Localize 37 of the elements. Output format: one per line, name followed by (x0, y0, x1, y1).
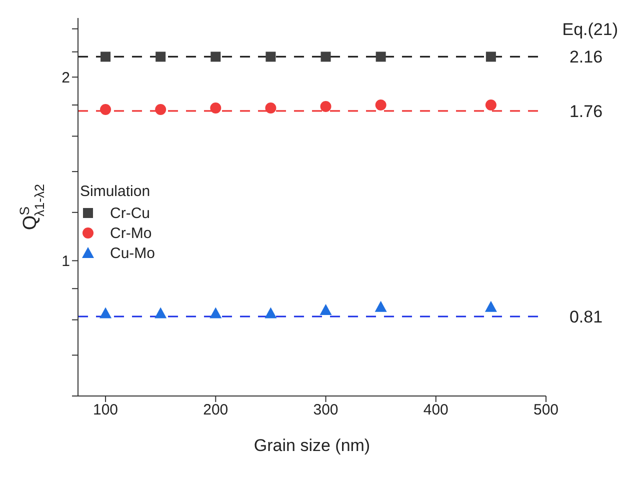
point (376, 52, 386, 62)
point (100, 307, 112, 318)
x-tick-label: 400 (423, 402, 448, 419)
ref-line-label: 0.81 (569, 308, 603, 327)
point (264, 307, 277, 318)
point (320, 52, 331, 62)
y-tick-label: 1 (62, 253, 70, 270)
legend-label: Cr-Cu (110, 204, 150, 222)
y-tick-label: 2 (62, 69, 70, 86)
point (156, 52, 166, 62)
ref-line-label: 2.16 (569, 48, 603, 67)
point (484, 300, 497, 312)
point (210, 52, 221, 62)
point (100, 52, 111, 62)
x-tick-label: 500 (533, 402, 559, 419)
point (320, 100, 332, 112)
point (155, 104, 166, 115)
legend-label: Cr-Mo (110, 224, 152, 242)
legend-label: Cu-Mo (110, 244, 156, 262)
point (100, 104, 112, 115)
x-tick-label: 300 (313, 402, 338, 419)
x-tick-label: 100 (93, 402, 118, 419)
legend-title: Simulation (80, 183, 152, 200)
point (210, 307, 222, 318)
text: Eq.(21) (562, 20, 618, 40)
point (485, 100, 496, 111)
x-axis-title: Grain size (nm) (254, 436, 370, 455)
point (210, 102, 222, 114)
point (486, 52, 496, 62)
point (154, 307, 167, 318)
point (266, 52, 276, 62)
point (375, 100, 386, 111)
ref-line-label: 1.76 (569, 102, 603, 121)
point (265, 102, 276, 114)
point (320, 304, 332, 316)
point (374, 300, 387, 312)
x-tick-label: 200 (203, 402, 228, 419)
